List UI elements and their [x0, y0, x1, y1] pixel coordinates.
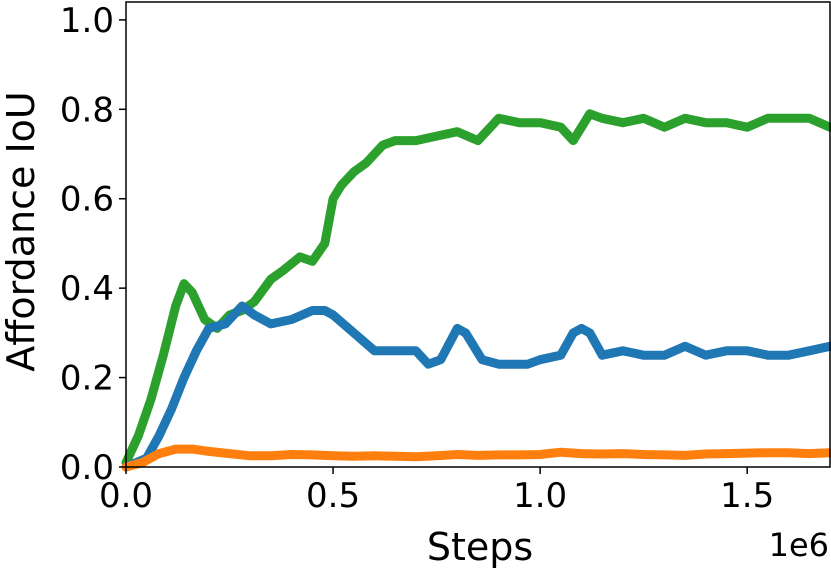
- y-tick-label: 0.8: [60, 90, 114, 130]
- x-tick-label: 0.0: [99, 476, 153, 516]
- series-line-3: [121, 444, 831, 472]
- tick-layer: 0.0 0.5 1.0 1.5 0.0 0.2 0.4 0.6 0.8 1.0: [60, 1, 774, 516]
- series-line-2: [121, 301, 831, 472]
- y-tick-label: 1.0: [60, 1, 114, 41]
- x-axis-offset-label: 1e6: [769, 526, 829, 564]
- y-tick-label: 0.2: [60, 359, 114, 399]
- x-tick-label: 1.5: [720, 476, 774, 516]
- x-axis-label: Steps: [427, 525, 533, 569]
- x-tick-label: 1.0: [513, 476, 567, 516]
- y-tick-label: 0.4: [60, 269, 114, 309]
- plot-area-frame: [125, 1, 831, 468]
- series-layer: [121, 109, 831, 472]
- y-tick-label: 0.0: [60, 448, 114, 488]
- y-tick-label: 0.6: [60, 180, 114, 220]
- series-line-1: [121, 109, 831, 467]
- x-tick-label: 0.5: [306, 476, 360, 516]
- y-axis-label: Affordance IoU: [0, 91, 43, 372]
